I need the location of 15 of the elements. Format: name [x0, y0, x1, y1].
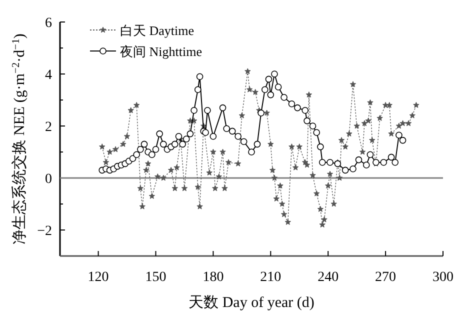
- y-tick-label: 2: [45, 120, 52, 135]
- y-tick-label: 6: [45, 16, 52, 31]
- y-tick-label: −2: [37, 224, 52, 239]
- x-tick-label: 150: [145, 270, 166, 285]
- x-tick-label: 210: [260, 270, 282, 285]
- y-tick-label: 4: [45, 68, 52, 83]
- legend-label: 白天 Daytime: [120, 23, 194, 38]
- x-tick-label: 240: [318, 270, 339, 285]
- x-axis-title: 天数 Day of year (d): [188, 295, 314, 311]
- y-tick-label: 0: [45, 172, 52, 187]
- x-tick-label: 270: [375, 270, 396, 285]
- x-tick-label: 120: [88, 270, 109, 285]
- x-tick-label: 180: [202, 270, 224, 285]
- legend-label: 夜间 Nighttime: [120, 44, 202, 59]
- x-tick-label: 300: [432, 270, 454, 285]
